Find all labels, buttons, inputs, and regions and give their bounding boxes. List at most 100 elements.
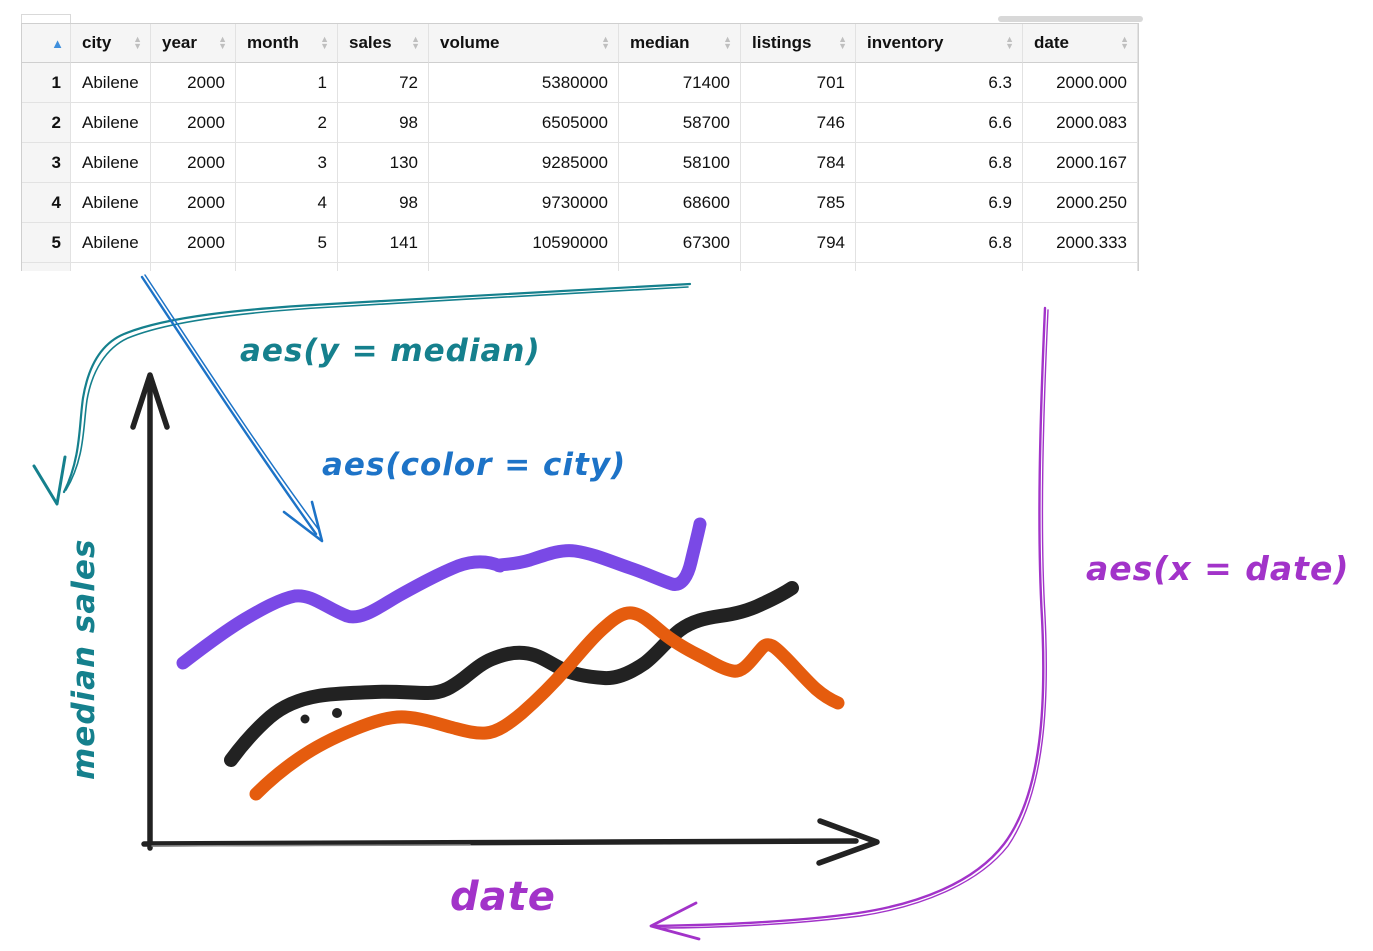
y-axis-label: median sales (66, 538, 102, 780)
data-cell-year: 2000 (151, 63, 236, 103)
column-label: sales (349, 33, 392, 52)
data-cell-inventory: 6.3 (856, 63, 1023, 103)
data-cell-month: 2 (236, 103, 338, 143)
column-header-city[interactable]: city ▲ ▼ (71, 24, 151, 63)
scatter-dot (332, 708, 342, 718)
magenta-arrowhead-icon (649, 901, 701, 941)
sort-toggle-icon: ▲ ▼ (411, 34, 420, 51)
data-cell-inventory: 6.8 (856, 223, 1023, 263)
data-cell-city: Abilene (71, 103, 151, 143)
sort-toggle-icon: ▲ ▼ (133, 34, 142, 51)
data-cell-city: Abilene (71, 223, 151, 263)
line-series-black (224, 581, 799, 767)
data-table: ▲ city ▲ ▼ year ▲ ▼ month ▲ ▼ sales ▲ ▼ volume ▲ ▼ media… (21, 23, 1139, 271)
data-cell-year: 2000 (151, 183, 236, 223)
partial-row (22, 263, 1138, 271)
annotation-aes-color-city: aes(color = city) (322, 447, 627, 483)
data-cell-date: 2000.333 (1023, 223, 1138, 263)
data-cell-city: Abilene (71, 183, 151, 223)
partial-cell (619, 263, 741, 271)
data-cell-listings: 701 (741, 63, 856, 103)
column-header-median[interactable]: median ▲ ▼ (619, 24, 741, 63)
row-number-cell: 2 (22, 103, 71, 143)
column-label: city (82, 33, 112, 52)
data-cell-volume: 5380000 (429, 63, 619, 103)
x-axis (141, 818, 880, 866)
data-cell-date: 2000.083 (1023, 103, 1138, 143)
data-cell-sales: 130 (338, 143, 429, 183)
data-cell-date: 2000.167 (1023, 143, 1138, 183)
data-cell-inventory: 6.8 (856, 143, 1023, 183)
sort-toggle-icon: ▲ ▼ (601, 34, 610, 51)
column-header-listings[interactable]: listings ▲ ▼ (741, 24, 856, 63)
table-scroll-corner (21, 14, 71, 24)
data-cell-month: 1 (236, 63, 338, 103)
data-cell-listings: 794 (741, 223, 856, 263)
data-cell-median: 68600 (619, 183, 741, 223)
partial-cell (22, 263, 71, 271)
data-cell-sales: 141 (338, 223, 429, 263)
data-cell-date: 2000.250 (1023, 183, 1138, 223)
column-label: volume (440, 33, 500, 52)
row-number-cell: 5 (22, 223, 71, 263)
column-label: inventory (867, 33, 944, 52)
arrow-date-to-x-axis (649, 306, 1049, 941)
column-header-volume[interactable]: volume ▲ ▼ (429, 24, 619, 63)
row-number-cell: 4 (22, 183, 71, 223)
column-label: year (162, 33, 197, 52)
data-cell-sales: 72 (338, 63, 429, 103)
data-cell-listings: 785 (741, 183, 856, 223)
partial-cell (1023, 263, 1138, 271)
partial-cell (338, 263, 429, 271)
column-header-sales[interactable]: sales ▲ ▼ (338, 24, 429, 63)
column-header-month[interactable]: month ▲ ▼ (236, 24, 338, 63)
partial-cell (236, 263, 338, 271)
data-cell-inventory: 6.9 (856, 183, 1023, 223)
column-header-year[interactable]: year ▲ ▼ (151, 24, 236, 63)
data-frame-grid: ▲ city ▲ ▼ year ▲ ▼ month ▲ ▼ sales ▲ ▼ volume ▲ ▼ media… (22, 24, 1138, 271)
data-cell-city: Abilene (71, 143, 151, 183)
annotation-aes-y-median: aes(y = median) (240, 333, 541, 369)
data-cell-month: 5 (236, 223, 338, 263)
data-cell-date: 2000.000 (1023, 63, 1138, 103)
sort-toggle-icon: ▲ ▼ (320, 34, 329, 51)
annotation-aes-x-date: aes(x = date) (1086, 549, 1350, 588)
table-row: 3 Abilene 2000 3 130 9285000 58100 784 6.8 2000.1… (22, 143, 1138, 183)
partial-cell (71, 263, 151, 271)
data-cell-sales: 98 (338, 183, 429, 223)
table-row: 1 Abilene 2000 1 72 5380000 71400 701 6.3 2000.00… (22, 63, 1138, 103)
table-row: 5 Abilene 2000 5 141 10590000 67300 794 6.8 2000.… (22, 223, 1138, 263)
data-cell-median: 58100 (619, 143, 741, 183)
sort-toggle-icon: ▲ ▼ (218, 34, 227, 51)
row-number-column-header[interactable]: ▲ (22, 24, 71, 63)
x-axis-label: date (450, 874, 556, 920)
data-cell-listings: 784 (741, 143, 856, 183)
data-cell-median: 71400 (619, 63, 741, 103)
y-axis (130, 372, 170, 851)
data-cell-volume: 6505000 (429, 103, 619, 143)
data-cell-year: 2000 (151, 223, 236, 263)
column-header-date[interactable]: date ▲ ▼ (1023, 24, 1138, 63)
data-cell-year: 2000 (151, 103, 236, 143)
data-cell-month: 3 (236, 143, 338, 183)
header-row: ▲ city ▲ ▼ year ▲ ▼ month ▲ ▼ sales ▲ ▼ volume ▲ ▼ media… (22, 24, 1138, 63)
row-number-cell: 1 (22, 63, 71, 103)
column-header-inventory[interactable]: inventory ▲ ▼ (856, 24, 1023, 63)
partial-cell (151, 263, 236, 271)
horizontal-scrollbar-thumb[interactable] (998, 16, 1143, 22)
data-cell-median: 67300 (619, 223, 741, 263)
teal-arrowhead-icon (32, 455, 67, 506)
data-cell-sales: 98 (338, 103, 429, 143)
row-number-cell: 3 (22, 143, 71, 183)
partial-cell (741, 263, 856, 271)
table-row: 4 Abilene 2000 4 98 9730000 68600 785 6.9 2000.25… (22, 183, 1138, 223)
partial-cell (856, 263, 1023, 271)
y-axis-arrowhead-icon (130, 372, 170, 430)
sort-toggle-icon: ▲ ▼ (838, 34, 847, 51)
data-cell-median: 58700 (619, 103, 741, 143)
column-label: month (247, 33, 299, 52)
sort-toggle-icon: ▲ ▼ (1120, 34, 1129, 51)
partial-cell (429, 263, 619, 271)
column-label: median (630, 33, 690, 52)
data-cell-year: 2000 (151, 143, 236, 183)
